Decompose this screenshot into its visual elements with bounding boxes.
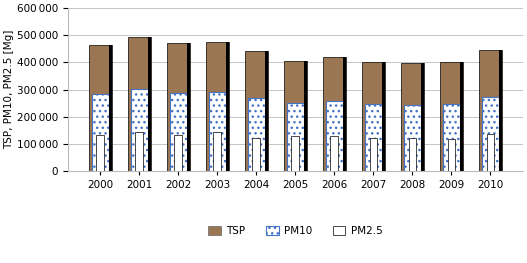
Bar <box>461 62 463 171</box>
Bar <box>148 37 151 171</box>
Bar <box>482 97 499 171</box>
Bar <box>170 93 187 171</box>
Bar <box>109 45 112 171</box>
Bar <box>226 42 229 171</box>
Bar <box>265 51 268 171</box>
Bar <box>365 104 382 171</box>
Bar <box>383 62 385 171</box>
Bar <box>404 105 421 171</box>
Bar <box>330 136 338 171</box>
Bar <box>248 98 265 171</box>
Bar <box>284 60 307 171</box>
Bar <box>187 43 190 171</box>
Bar <box>305 60 307 171</box>
Bar <box>245 51 268 171</box>
Y-axis label: TSP, PM10, PM2.5 [Mg]: TSP, PM10, PM2.5 [Mg] <box>4 30 14 149</box>
Bar <box>96 135 104 171</box>
Bar <box>167 43 190 171</box>
Bar <box>326 101 343 171</box>
Bar <box>174 135 182 171</box>
Bar <box>291 136 299 171</box>
Bar <box>422 63 424 171</box>
Bar <box>369 138 377 171</box>
Bar <box>479 50 502 171</box>
Bar <box>344 57 346 171</box>
Bar <box>447 139 455 171</box>
Bar <box>401 63 424 171</box>
Bar <box>486 134 494 171</box>
Bar <box>135 132 143 171</box>
Bar <box>440 62 463 171</box>
Bar <box>89 45 112 171</box>
Bar <box>131 89 148 171</box>
Bar <box>128 37 151 171</box>
Bar <box>443 104 460 171</box>
Bar <box>323 57 346 171</box>
Bar <box>206 42 229 171</box>
Legend: TSP, PM10, PM2.5: TSP, PM10, PM2.5 <box>204 222 386 241</box>
Bar <box>252 138 260 171</box>
Bar <box>362 62 385 171</box>
Bar <box>408 138 416 171</box>
Bar <box>209 92 226 171</box>
Bar <box>287 103 304 171</box>
Bar <box>500 50 502 171</box>
Bar <box>213 132 221 171</box>
Bar <box>92 94 109 171</box>
